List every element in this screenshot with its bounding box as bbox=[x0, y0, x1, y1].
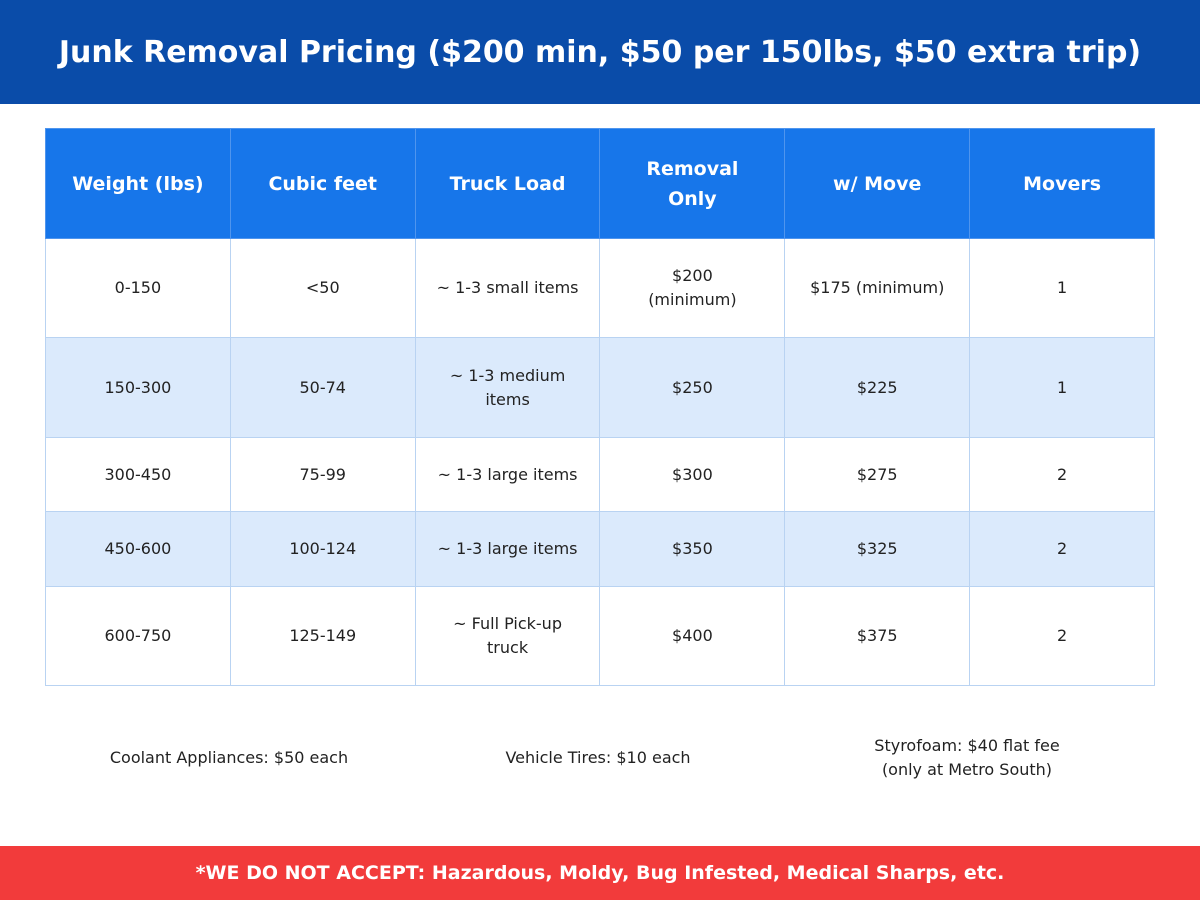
text-line: Cubic feet bbox=[268, 172, 378, 195]
table-row: 150-300 50-74 ~ 1-3 medium items $250 $225 1 bbox=[45, 337, 1155, 438]
text-line: 450-600 bbox=[104, 539, 172, 558]
pricing-table: Weight (lbs) Cubic feet Truck Load Removal O… bbox=[45, 128, 1155, 686]
title: Junk Removal Pricing ($200 min, $50 per … bbox=[58, 34, 1142, 70]
text-line: $400 bbox=[672, 626, 713, 645]
table-cell: 125-149 bbox=[229, 586, 416, 686]
table-cell: ~ 1-3 medium items bbox=[414, 337, 601, 438]
text-line: 2 bbox=[1056, 539, 1068, 558]
text-line: truck bbox=[487, 638, 529, 657]
text-line: 150-300 bbox=[104, 377, 172, 397]
table-cell: $400 bbox=[599, 586, 786, 686]
footer: *WE DO NOT ACCEPT: Hazardous, Moldy, Bug… bbox=[0, 846, 1200, 900]
notes: Coolant Appliances: $50 each Vehicle Tire… bbox=[0, 735, 1200, 781]
text-line: ~ 1-3 large items bbox=[437, 464, 578, 484]
text-line: $175 (minimum) bbox=[810, 278, 945, 297]
text-line: $300 bbox=[672, 464, 713, 484]
table-cell: 2 bbox=[969, 437, 1155, 512]
text-line: 75-99 bbox=[299, 464, 346, 484]
text-line: Movers bbox=[1023, 172, 1102, 195]
text-line: $275 bbox=[856, 464, 898, 484]
table-cell: $225 bbox=[784, 337, 971, 438]
table-row: 0-150 <50 ~ 1-3 small items $200 (minimum) $1… bbox=[45, 238, 1155, 338]
column-header: Weight (lbs) bbox=[45, 128, 231, 239]
text-line: (minimum) bbox=[648, 290, 737, 309]
table-cell: 1 bbox=[969, 337, 1155, 438]
text-line: (only at Metro South) bbox=[881, 760, 1053, 779]
text-line: $375 bbox=[856, 626, 898, 645]
text-line: Weight (lbs) bbox=[72, 172, 204, 195]
text-line: Coolant Appliances: $50 each bbox=[109, 748, 349, 767]
text-line: 600-750 bbox=[104, 626, 172, 645]
header-row: Weight (lbs) Cubic feet Truck Load Removal O… bbox=[45, 128, 1155, 239]
text-line: 2 bbox=[1056, 626, 1068, 645]
table-cell: $175 (minimum) bbox=[784, 238, 971, 338]
note: Coolant Appliances: $50 each bbox=[49, 735, 409, 781]
table-cell: $275 bbox=[784, 437, 971, 512]
note: Vehicle Tires: $10 each bbox=[418, 735, 778, 781]
table-cell: $250 bbox=[599, 337, 786, 438]
text-line: $350 bbox=[672, 539, 713, 558]
table-cell: <50 bbox=[229, 238, 416, 338]
table-cell: 50-74 bbox=[229, 337, 416, 438]
text-line: $225 bbox=[856, 377, 898, 397]
text-line: <50 bbox=[305, 278, 340, 297]
table-cell: 600-750 bbox=[45, 586, 231, 686]
table-cell: 0-150 bbox=[45, 238, 231, 338]
table-cell: 75-99 bbox=[229, 437, 416, 512]
column-header: Removal Only bbox=[599, 128, 786, 239]
column-header: w/ Move bbox=[784, 128, 971, 239]
note: Styrofoam: $40 flat fee (only at Metro So… bbox=[787, 735, 1147, 781]
text-line: $200 bbox=[672, 266, 713, 285]
table-cell: 1 bbox=[969, 238, 1155, 338]
table-cell: $350 bbox=[599, 511, 786, 587]
table-cell: ~ 1-3 large items bbox=[414, 437, 601, 512]
text-line: Styrofoam: $40 flat fee bbox=[874, 736, 1060, 755]
text-line: Only bbox=[668, 187, 717, 210]
text-line: 100-124 bbox=[289, 539, 357, 558]
text-line: $325 bbox=[856, 539, 898, 558]
column-header: Cubic feet bbox=[229, 128, 416, 239]
table-cell: $325 bbox=[784, 511, 971, 587]
table-cell: 2 bbox=[969, 511, 1155, 587]
table-cell: 100-124 bbox=[229, 511, 416, 587]
table-row: 300-450 75-99 ~ 1-3 large items $300 $275 2 bbox=[45, 437, 1155, 512]
table-row: 450-600 100-124 ~ 1-3 large items $350 $325 2 bbox=[45, 511, 1155, 587]
text-line: 1 bbox=[1056, 278, 1068, 297]
text-line: $250 bbox=[672, 377, 713, 397]
text-line: items bbox=[485, 389, 530, 409]
table-cell: ~ 1-3 large items bbox=[414, 511, 601, 587]
table-cell: $200 (minimum) bbox=[599, 238, 786, 338]
text-line: ~ 1-3 medium bbox=[449, 365, 566, 385]
text-line: Truck Load bbox=[449, 172, 566, 195]
text-line: ~ 1-3 small items bbox=[436, 278, 579, 297]
footer-text: *WE DO NOT ACCEPT: Hazardous, Moldy, Bug… bbox=[195, 862, 1005, 884]
text-line: 50-74 bbox=[299, 377, 346, 397]
table-cell: 450-600 bbox=[45, 511, 231, 587]
text-line: 0-150 bbox=[114, 278, 162, 297]
table-cell: $300 bbox=[599, 437, 786, 512]
text-line: 1 bbox=[1056, 377, 1068, 397]
text-line: 2 bbox=[1056, 464, 1068, 484]
text-line: w/ Move bbox=[833, 172, 922, 195]
table-row: 600-750 125-149 ~ Full Pick-up truck $400 $37… bbox=[45, 586, 1155, 686]
text-line: ~ Full Pick-up bbox=[453, 614, 562, 633]
text-line: ~ 1-3 large items bbox=[437, 539, 578, 558]
table-cell: 300-450 bbox=[45, 437, 231, 512]
table-cell: 150-300 bbox=[45, 337, 231, 438]
column-header: Movers bbox=[969, 128, 1155, 239]
text-line: Removal bbox=[646, 157, 739, 180]
table-cell: ~ Full Pick-up truck bbox=[414, 586, 601, 686]
text-line: Vehicle Tires: $10 each bbox=[505, 748, 691, 767]
text-line: 125-149 bbox=[289, 626, 357, 645]
header: Junk Removal Pricing ($200 min, $50 per … bbox=[0, 0, 1200, 104]
table-cell: ~ 1-3 small items bbox=[414, 238, 601, 338]
table-cell: $375 bbox=[784, 586, 971, 686]
table-cell: 2 bbox=[969, 586, 1155, 686]
column-header: Truck Load bbox=[414, 128, 601, 239]
text-line: 300-450 bbox=[104, 464, 172, 484]
